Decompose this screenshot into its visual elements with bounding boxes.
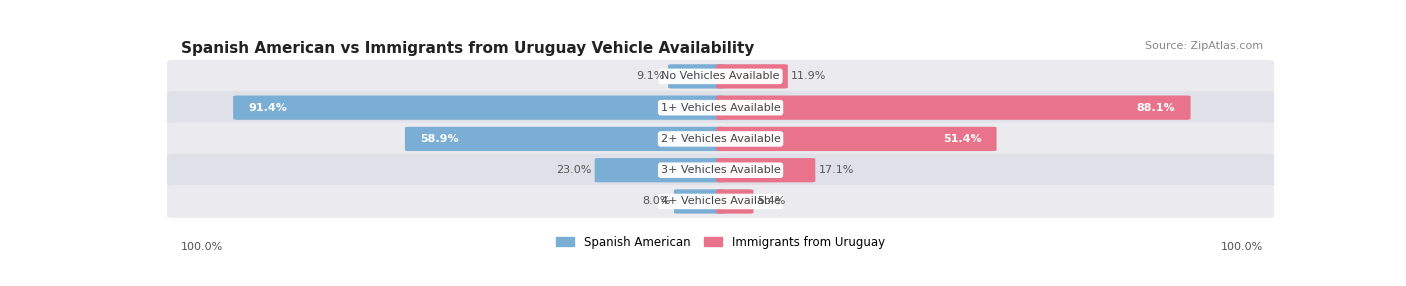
Text: 8.0%: 8.0% <box>643 196 671 206</box>
Text: Spanish American vs Immigrants from Uruguay Vehicle Availability: Spanish American vs Immigrants from Urug… <box>181 41 755 56</box>
Text: 100.0%: 100.0% <box>181 242 224 252</box>
Text: Source: ZipAtlas.com: Source: ZipAtlas.com <box>1144 41 1263 51</box>
Text: 3+ Vehicles Available: 3+ Vehicles Available <box>661 165 780 175</box>
FancyBboxPatch shape <box>405 127 725 151</box>
Text: 9.1%: 9.1% <box>637 72 665 82</box>
FancyBboxPatch shape <box>167 185 1274 218</box>
Text: 4+ Vehicles Available: 4+ Vehicles Available <box>661 196 780 206</box>
Text: 58.9%: 58.9% <box>420 134 458 144</box>
Text: 100.0%: 100.0% <box>1220 242 1263 252</box>
Text: 88.1%: 88.1% <box>1136 103 1175 113</box>
Text: 51.4%: 51.4% <box>942 134 981 144</box>
FancyBboxPatch shape <box>716 64 787 89</box>
Text: 23.0%: 23.0% <box>555 165 592 175</box>
FancyBboxPatch shape <box>673 189 725 214</box>
FancyBboxPatch shape <box>716 158 815 182</box>
FancyBboxPatch shape <box>167 154 1274 187</box>
Text: 17.1%: 17.1% <box>818 165 853 175</box>
FancyBboxPatch shape <box>167 60 1274 93</box>
FancyBboxPatch shape <box>716 96 1191 120</box>
Text: 5.4%: 5.4% <box>756 196 785 206</box>
FancyBboxPatch shape <box>167 122 1274 155</box>
Text: 11.9%: 11.9% <box>792 72 827 82</box>
FancyBboxPatch shape <box>233 96 725 120</box>
FancyBboxPatch shape <box>595 158 725 182</box>
Legend: Spanish American, Immigrants from Uruguay: Spanish American, Immigrants from Urugua… <box>557 236 884 249</box>
FancyBboxPatch shape <box>167 91 1274 124</box>
Text: 1+ Vehicles Available: 1+ Vehicles Available <box>661 103 780 113</box>
Text: 91.4%: 91.4% <box>249 103 287 113</box>
FancyBboxPatch shape <box>668 64 725 89</box>
FancyBboxPatch shape <box>716 189 754 214</box>
FancyBboxPatch shape <box>716 127 997 151</box>
Text: No Vehicles Available: No Vehicles Available <box>661 72 780 82</box>
Text: 2+ Vehicles Available: 2+ Vehicles Available <box>661 134 780 144</box>
